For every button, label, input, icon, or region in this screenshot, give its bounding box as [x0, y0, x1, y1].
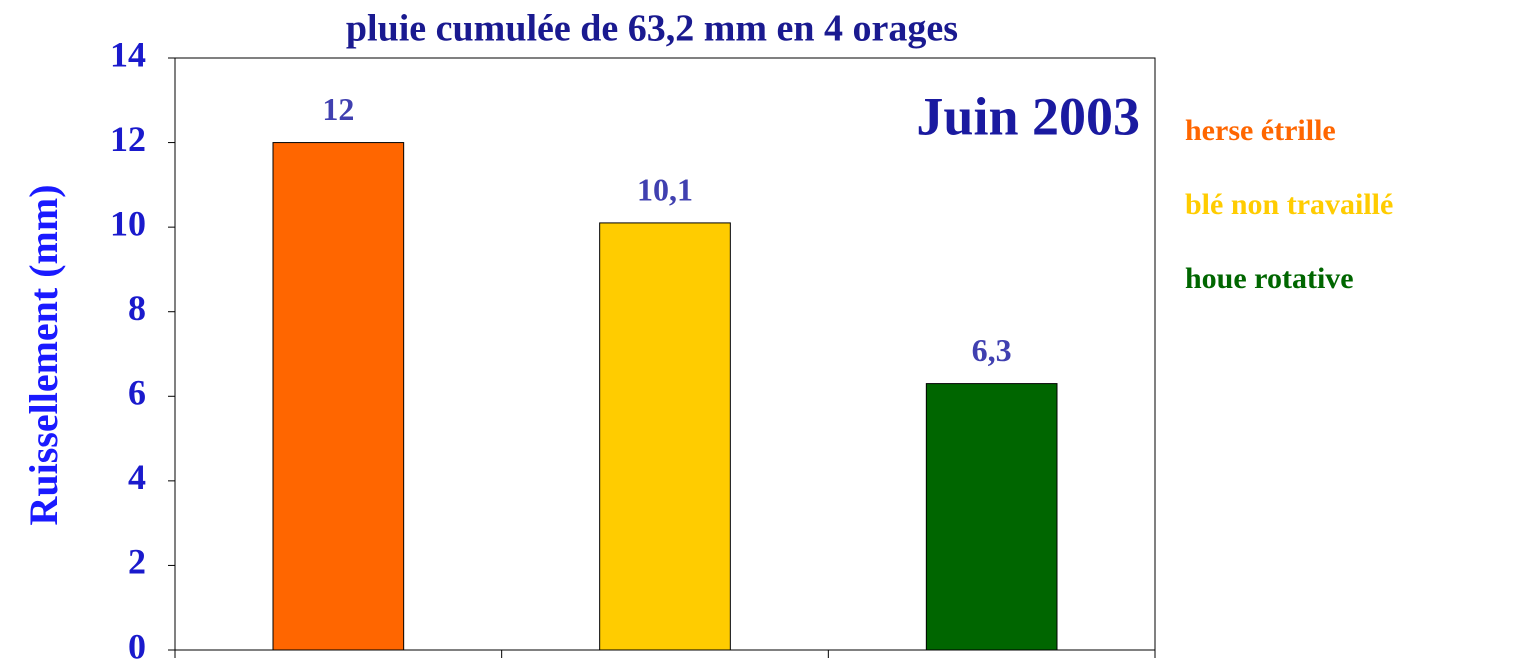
y-tick-label: 10 [110, 203, 146, 243]
bar [599, 222, 731, 651]
annotation: Juin 2003 [916, 86, 1140, 146]
legend-label: herse étrille [1185, 114, 1336, 147]
y-tick-label: 8 [128, 288, 146, 328]
data-label: 10,1 [637, 171, 693, 207]
chart-title: pluie cumulée de 63,2 mm en 4 orages [346, 8, 958, 50]
bar [272, 142, 405, 651]
y-tick-label: 14 [110, 34, 146, 74]
y-axis-label: Ruissellement (mm) [21, 184, 66, 525]
y-tick-label: 4 [128, 457, 146, 497]
y-tick-label: 2 [128, 542, 146, 582]
y-tick-label: 6 [128, 373, 146, 413]
legend-label: houe rotative [1185, 262, 1354, 295]
data-label: 6,3 [972, 332, 1012, 368]
legend-label: blé non travaillé [1185, 188, 1393, 221]
y-tick-label: 12 [110, 119, 146, 159]
y-tick-label: 0 [128, 626, 146, 666]
data-label: 12 [322, 91, 354, 127]
bar [925, 383, 1058, 651]
